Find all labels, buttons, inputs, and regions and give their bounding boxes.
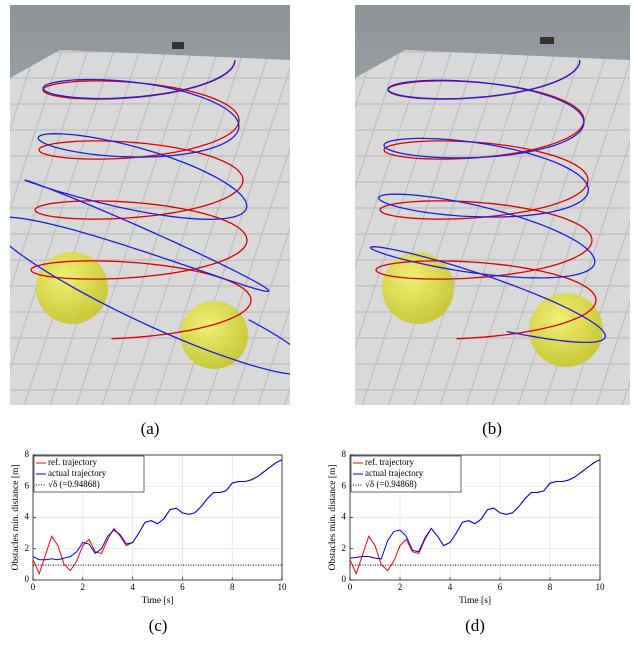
y-tick-label: 2 (342, 543, 347, 553)
simulation-view (0, 5, 312, 405)
legend-label: √δ (=0.94868) (365, 479, 417, 489)
caption: (a) (141, 419, 160, 438)
x-tick-label: 4 (448, 582, 453, 592)
drone (172, 42, 184, 49)
y-tick-label: 2 (25, 543, 30, 553)
x-tick-label: 4 (130, 582, 135, 592)
x-tick-label: 10 (278, 582, 288, 592)
y-tick-label: 6 (342, 480, 347, 490)
y-tick-label: 4 (25, 512, 30, 522)
legend-label: ref. trajectory (48, 457, 97, 467)
obstacle (529, 293, 603, 367)
line-chart: 0 2 4 6 8 10 0 2 4 6 8 Time [s] Obstacles min. dista… (328, 449, 605, 606)
legend-label: ref. trajectory (365, 457, 414, 467)
legend-label: actual trajectory (365, 468, 424, 478)
y-axis-label: Obstacles min. distance [m] (328, 464, 338, 570)
caption: (b) (482, 419, 502, 438)
drone (540, 37, 554, 44)
x-tick-label: 6 (498, 582, 503, 592)
x-tick-label: 6 (180, 582, 185, 592)
x-tick-label: 8 (230, 582, 235, 592)
caption: (d) (465, 616, 485, 635)
legend-label: √δ (=0.94868) (48, 479, 100, 489)
caption: (c) (149, 616, 168, 635)
y-tick-label: 0 (342, 574, 347, 584)
figure: (a) (b) (c) (d) 0 2 4 6 8 10 0 2 4 6 8 Time [s] Obst… (0, 0, 635, 645)
x-tick-label: 0 (348, 582, 353, 592)
simulation-view (355, 5, 630, 405)
x-tick-label: 10 (596, 582, 606, 592)
y-axis-label: Obstacles min. distance [m] (11, 464, 21, 570)
line-chart: 0 2 4 6 8 10 0 2 4 6 8 Time [s] Obstacles min. dista… (11, 449, 287, 606)
y-tick-label: 8 (25, 449, 30, 459)
y-tick-label: 4 (342, 512, 347, 522)
y-tick-label: 8 (342, 449, 347, 459)
obstacle (180, 301, 248, 369)
y-tick-label: 0 (25, 574, 30, 584)
x-tick-label: 2 (81, 582, 86, 592)
x-tick-label: 0 (31, 582, 36, 592)
legend-label: actual trajectory (48, 468, 107, 478)
x-axis-label: Time [s] (141, 596, 173, 606)
x-tick-label: 8 (548, 582, 553, 592)
y-tick-label: 6 (25, 480, 30, 490)
x-axis-label: Time [s] (459, 596, 491, 606)
obstacle (36, 252, 108, 324)
x-tick-label: 2 (398, 582, 403, 592)
